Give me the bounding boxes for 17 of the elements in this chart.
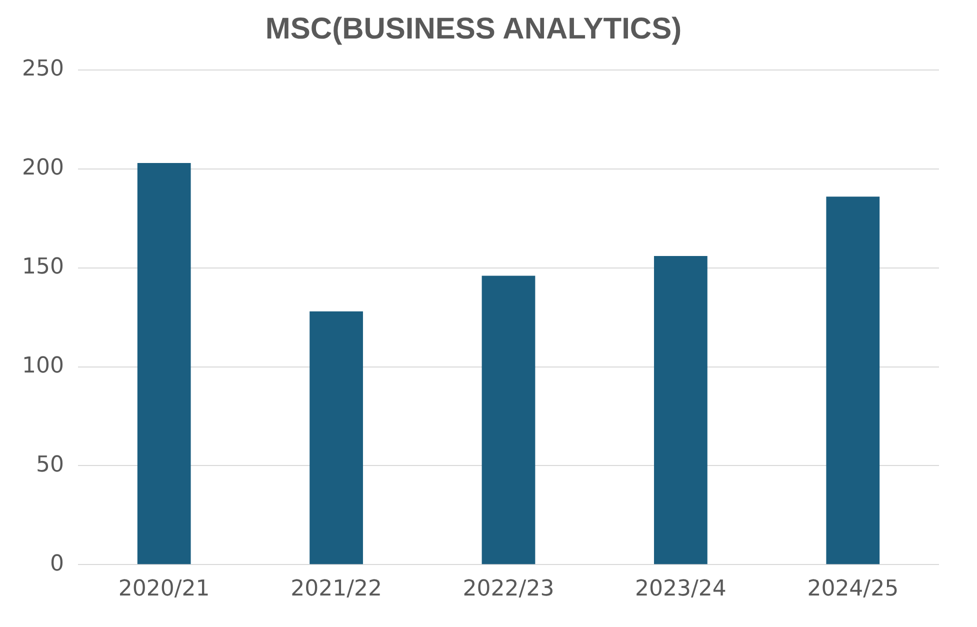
y-tick-label: 150	[22, 254, 64, 280]
bar	[482, 276, 536, 564]
y-tick-label: 100	[22, 353, 64, 378]
bar	[654, 256, 708, 564]
y-tick-label: 0	[50, 551, 64, 576]
x-tick-label: 2022/23	[462, 576, 554, 602]
x-tick-label: 2021/22	[290, 576, 382, 602]
x-tick-label: 2024/25	[807, 576, 899, 602]
y-tick-label: 50	[36, 452, 64, 478]
chart-title: MSC(BUSINESS ANALYTICS)	[265, 12, 682, 46]
bar	[310, 311, 363, 564]
y-tick-label: 250	[22, 56, 64, 82]
x-tick-label: 2023/24	[634, 576, 726, 602]
y-tick-label: 200	[22, 156, 64, 181]
bar	[826, 196, 880, 564]
bar	[137, 162, 191, 564]
x-tick-label: 2020/21	[118, 576, 210, 602]
